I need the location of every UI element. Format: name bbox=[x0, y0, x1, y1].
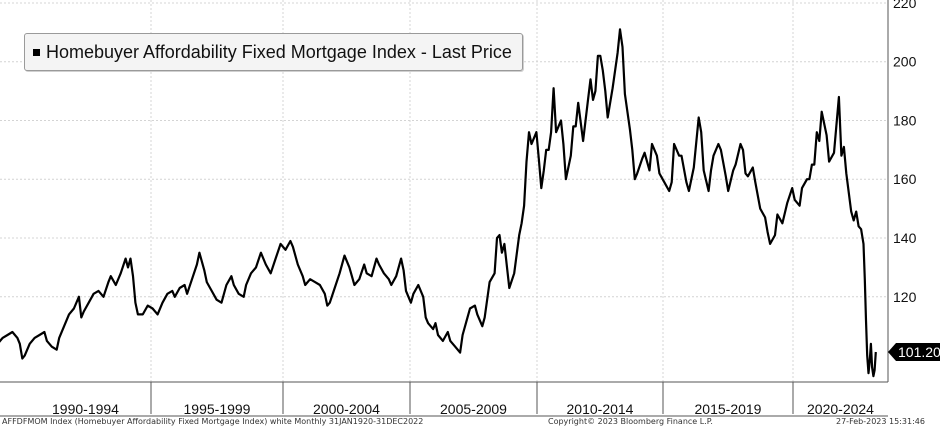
last-price-badge: 101.20 bbox=[888, 343, 940, 362]
y-tick-label: 120 bbox=[893, 289, 917, 305]
y-tick-label: 140 bbox=[893, 230, 917, 246]
y-tick-label: 220 bbox=[893, 0, 917, 11]
footer-copyright: Copyright© 2023 Bloomberg Finance L.P. bbox=[548, 417, 713, 426]
y-tick-label: 200 bbox=[893, 54, 917, 70]
x-period-label: 2000-2004 bbox=[313, 401, 380, 417]
legend: Homebuyer Affordability Fixed Mortgage I… bbox=[24, 33, 523, 71]
x-period-label: 2010-2014 bbox=[567, 401, 634, 417]
y-tick-label: 180 bbox=[893, 112, 917, 128]
footer-source: AFFDFMOM Index (Homebuyer Affordability … bbox=[2, 417, 424, 426]
x-period-label: 2020-2024 bbox=[807, 401, 874, 417]
axes bbox=[0, 0, 889, 417]
footer-timestamp: 27-Feb-2023 15:31:46 bbox=[836, 417, 925, 426]
legend-swatch bbox=[33, 48, 40, 56]
x-period-label: 2015-2019 bbox=[695, 401, 762, 417]
last-price-value: 101.20 bbox=[898, 344, 940, 360]
x-period-label: 1995-1999 bbox=[184, 401, 251, 417]
x-period-label: 1990-1994 bbox=[52, 401, 119, 417]
x-period-labels: 1990-1994 1995-1999 2000-2004 2005-2009 2010… bbox=[52, 401, 874, 417]
last-price-badge-bg bbox=[888, 343, 940, 362]
x-period-label: 2005-2009 bbox=[440, 401, 507, 417]
y-tick-labels: 120 140 160 180 200 220 bbox=[893, 0, 917, 305]
y-tick-label: 160 bbox=[893, 171, 917, 187]
series-line bbox=[0, 28, 877, 378]
legend-entry: Homebuyer Affordability Fixed Mortgage I… bbox=[46, 41, 512, 62]
vertical-gridlines bbox=[150, 0, 794, 414]
